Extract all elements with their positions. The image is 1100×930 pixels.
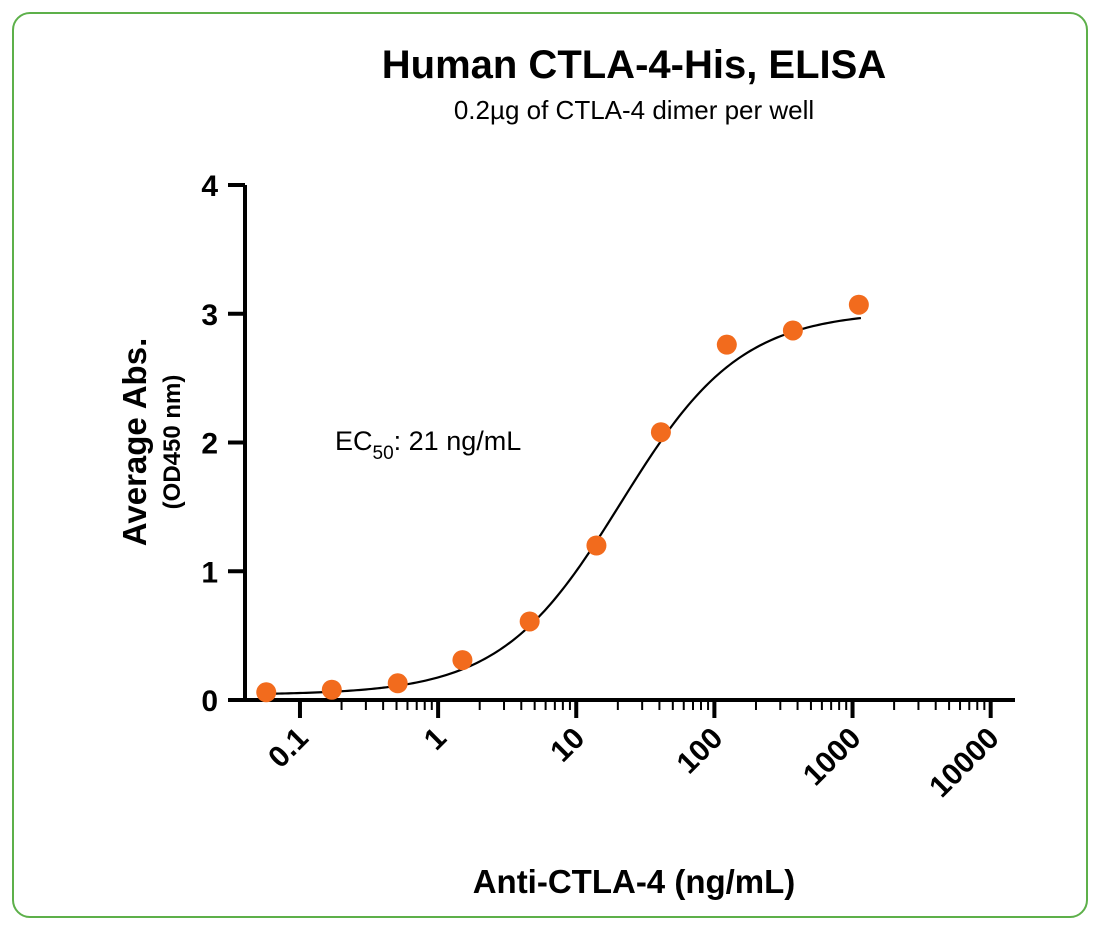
chart-title: Human CTLA-4-His, ELISA — [382, 43, 886, 87]
x-axis-label: Anti-CTLA-4 (ng/mL) — [473, 863, 796, 900]
y-tick-label: 2 — [201, 428, 218, 461]
fit-curve — [264, 316, 862, 695]
ec50-annotation: EC50: 21 ng/mL — [335, 426, 521, 464]
y-tick-label: 0 — [201, 685, 218, 718]
chart-subtitle: 0.2µg of CTLA-4 dimer per well — [454, 95, 814, 125]
data-point — [452, 650, 473, 671]
y-tick-label: 3 — [201, 299, 218, 332]
data-point — [256, 682, 277, 703]
y-tick-label: 4 — [201, 170, 218, 203]
data-points-layer — [256, 294, 869, 703]
data-point — [586, 535, 607, 556]
x-tick-label: 10000 — [923, 722, 1005, 804]
ec50-subscript: 50 — [373, 443, 394, 464]
data-point — [650, 422, 671, 443]
x-tick-label: 100 — [671, 722, 730, 781]
y-axis-sublabel: (OD450 nm) — [159, 375, 186, 510]
data-point — [782, 320, 803, 341]
x-tick-label: 10 — [544, 722, 591, 769]
data-point — [387, 673, 408, 694]
data-point — [519, 611, 540, 632]
data-point — [321, 679, 342, 700]
axes: 0 1 2 3 4 0.1 1 10 100 1000 10000 — [201, 170, 1015, 804]
x-tick-label: 0.1 — [262, 722, 315, 775]
ec50-prefix: EC — [335, 426, 373, 456]
data-point — [716, 334, 737, 355]
ec50-value: : 21 ng/mL — [394, 426, 522, 456]
data-point — [848, 294, 869, 315]
fit-curve-layer — [264, 316, 862, 695]
x-tick-label: 1 — [418, 722, 453, 757]
chart-frame — [12, 12, 1088, 918]
x-tick-label: 1000 — [797, 722, 868, 793]
y-axis-label: Average Abs. — [116, 338, 153, 546]
y-tick-label: 1 — [201, 556, 218, 589]
